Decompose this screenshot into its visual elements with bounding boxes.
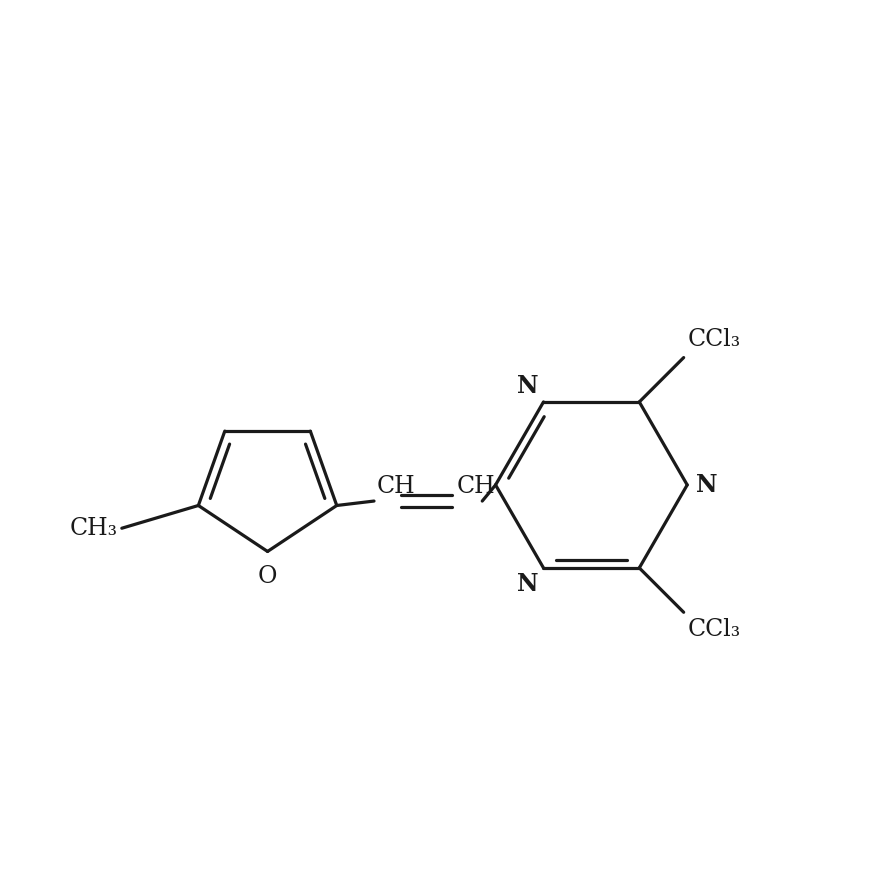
Text: CCl₃: CCl₃ xyxy=(687,619,740,642)
Text: N: N xyxy=(517,374,539,398)
Text: O: O xyxy=(258,565,278,587)
Text: CH: CH xyxy=(457,475,495,498)
Text: CH: CH xyxy=(376,475,416,498)
Text: N: N xyxy=(696,473,717,497)
Text: CH₃: CH₃ xyxy=(69,517,117,539)
Text: N: N xyxy=(517,572,539,596)
Text: CCl₃: CCl₃ xyxy=(687,328,740,352)
